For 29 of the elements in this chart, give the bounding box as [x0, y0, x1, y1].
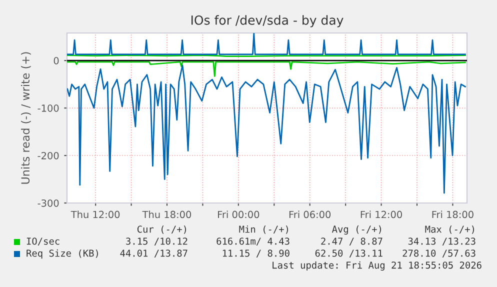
y-tick-label: 0 [54, 57, 59, 64]
text: Max (-/+) [425, 225, 474, 234]
text: 11.15 / 8.90 [222, 250, 290, 258]
text: 34.13 /13.23 [408, 238, 476, 246]
y-tick-label: -100 [38, 104, 59, 112]
text: 44.01 /13.87 [120, 250, 188, 258]
text: Cur (-/+) [137, 225, 186, 234]
x-tick-label: Fri 06:00 [289, 210, 331, 218]
x-tick-label: Thu 18:00 [142, 210, 192, 218]
text: Avg (-/+) [332, 225, 382, 235]
text: 62.50 /13.11 [315, 250, 382, 258]
text: 278.10 /57.63 [402, 250, 476, 258]
x-tick-label: Thu 12:00 [70, 210, 120, 218]
x-tick-label: Fri 18:00 [432, 210, 474, 218]
text: 3.15 /10.12 [126, 238, 188, 246]
y-axis-title: Units read (-) / write (+) [20, 52, 31, 184]
line-series [67, 61, 466, 77]
y-tick-label: -200 [38, 152, 59, 160]
line-series [67, 64, 466, 194]
text: Last update: Fri Aug 21 18:55:05 2026 [272, 261, 482, 271]
chart-title: IOs for /dev/sda - by day [191, 15, 344, 28]
text: 2.47 / 8.87 [321, 238, 382, 246]
legend-label: Req Size (KB) [26, 249, 98, 259]
x-tick-label: Fri 12:00 [360, 210, 402, 218]
x-tick-label: Fri 00:00 [218, 210, 260, 218]
y-tick-label: -300 [38, 199, 59, 207]
text: Min (-/+) [239, 225, 288, 234]
legend-label: IO/sec [26, 238, 60, 246]
text: 616.61m/ 4.43 [216, 238, 290, 246]
